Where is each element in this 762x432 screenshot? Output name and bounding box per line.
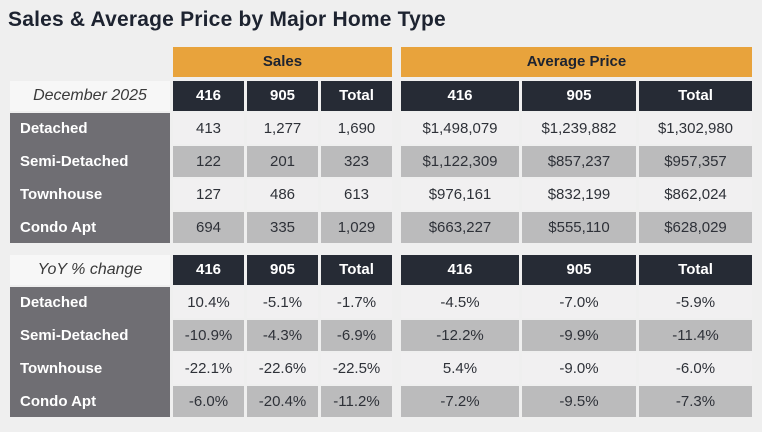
col-header-price-416: 416 [401,81,519,111]
cell-price-total: $628,029 [639,212,752,243]
cell-price-416: 5.4% [401,353,519,384]
col-header-price-905: 905 [522,255,636,285]
cell-price-416: $1,122,309 [401,146,519,177]
table-row-detached: Detached 413 1,277 1,690 $1,498,079 $1,2… [10,113,752,144]
cell-price-905: $555,110 [522,212,636,243]
cell-price-905: -9.9% [522,320,636,351]
average-price-group-header: Average Price [401,47,752,77]
column-header-row: YoY % change 416 905 Total 416 905 Total [10,255,752,285]
cell-sales-total: 613 [321,179,392,210]
cell-price-905: -9.0% [522,353,636,384]
cell-price-total: $1,302,980 [639,113,752,144]
cell-price-total: $862,024 [639,179,752,210]
cell-sales-905: 335 [247,212,318,243]
cell-sales-905: -20.4% [247,386,318,417]
cell-sales-416: 10.4% [173,287,244,318]
cell-sales-905: -5.1% [247,287,318,318]
col-header-sales-total: Total [321,255,392,285]
home-type-table: Sales Average Price December 2025 416 90… [10,47,752,417]
group-gap [395,81,398,111]
row-label: Townhouse [10,179,170,210]
group-gap [395,287,398,318]
cell-price-416: -4.5% [401,287,519,318]
group-header-spacer [10,47,170,77]
group-gap [395,386,398,417]
page-title: Sales & Average Price by Major Home Type [8,8,446,31]
section-label-december-2025: December 2025 [10,81,170,111]
group-gap [395,113,398,144]
cell-sales-416: -22.1% [173,353,244,384]
cell-price-905: $832,199 [522,179,636,210]
row-label: Condo Apt [10,386,170,417]
cell-price-416: $1,498,079 [401,113,519,144]
group-gap [395,353,398,384]
cell-price-total: -7.3% [639,386,752,417]
group-gap [395,255,398,285]
cell-sales-total: -22.5% [321,353,392,384]
table-row-semi-detached: Semi-Detached -10.9% -4.3% -6.9% -12.2% … [10,320,752,351]
table-row-townhouse: Townhouse 127 486 613 $976,161 $832,199 … [10,179,752,210]
cell-sales-total: -1.7% [321,287,392,318]
cell-sales-905: 486 [247,179,318,210]
cell-price-905: $857,237 [522,146,636,177]
sales-group-header: Sales [173,47,392,77]
table-row-semi-detached: Semi-Detached 122 201 323 $1,122,309 $85… [10,146,752,177]
cell-price-416: -7.2% [401,386,519,417]
row-label: Semi-Detached [10,320,170,351]
group-gap [395,179,398,210]
cell-sales-416: -6.0% [173,386,244,417]
col-header-price-416: 416 [401,255,519,285]
cell-sales-416: -10.9% [173,320,244,351]
cell-sales-905: 201 [247,146,318,177]
col-header-sales-905: 905 [247,255,318,285]
col-header-price-905: 905 [522,81,636,111]
group-gap [395,212,398,243]
group-gap [395,47,398,77]
cell-price-total: -6.0% [639,353,752,384]
cell-price-total: -5.9% [639,287,752,318]
cell-price-total: -11.4% [639,320,752,351]
cell-sales-905: -22.6% [247,353,318,384]
table-row-condo-apt: Condo Apt 694 335 1,029 $663,227 $555,11… [10,212,752,243]
col-header-price-total: Total [639,255,752,285]
col-header-sales-416: 416 [173,255,244,285]
section-yoy-change: YoY % change 416 905 Total 416 905 Total… [10,255,752,417]
group-gap [395,146,398,177]
col-header-sales-905: 905 [247,81,318,111]
cell-sales-total: 323 [321,146,392,177]
col-header-sales-total: Total [321,81,392,111]
row-label: Townhouse [10,353,170,384]
cell-price-total: $957,357 [639,146,752,177]
cell-price-416: $663,227 [401,212,519,243]
group-gap [395,320,398,351]
cell-price-905: -7.0% [522,287,636,318]
table-row-detached: Detached 10.4% -5.1% -1.7% -4.5% -7.0% -… [10,287,752,318]
cell-sales-905: -4.3% [247,320,318,351]
section-december-2025: December 2025 416 905 Total 416 905 Tota… [10,81,752,243]
cell-sales-total: -6.9% [321,320,392,351]
table-row-townhouse: Townhouse -22.1% -22.6% -22.5% 5.4% -9.0… [10,353,752,384]
row-label: Condo Apt [10,212,170,243]
row-label: Detached [10,113,170,144]
cell-sales-total: 1,029 [321,212,392,243]
cell-sales-416: 127 [173,179,244,210]
column-header-row: December 2025 416 905 Total 416 905 Tota… [10,81,752,111]
table-row-condo-apt: Condo Apt -6.0% -20.4% -11.2% -7.2% -9.5… [10,386,752,417]
section-label-yoy-change: YoY % change [10,255,170,285]
group-header-row: Sales Average Price [10,47,752,77]
cell-price-905: -9.5% [522,386,636,417]
cell-sales-total: -11.2% [321,386,392,417]
col-header-price-total: Total [639,81,752,111]
cell-sales-416: 122 [173,146,244,177]
cell-sales-total: 1,690 [321,113,392,144]
row-label: Semi-Detached [10,146,170,177]
cell-price-416: $976,161 [401,179,519,210]
cell-price-416: -12.2% [401,320,519,351]
cell-price-905: $1,239,882 [522,113,636,144]
cell-sales-416: 413 [173,113,244,144]
cell-sales-416: 694 [173,212,244,243]
row-label: Detached [10,287,170,318]
col-header-sales-416: 416 [173,81,244,111]
cell-sales-905: 1,277 [247,113,318,144]
